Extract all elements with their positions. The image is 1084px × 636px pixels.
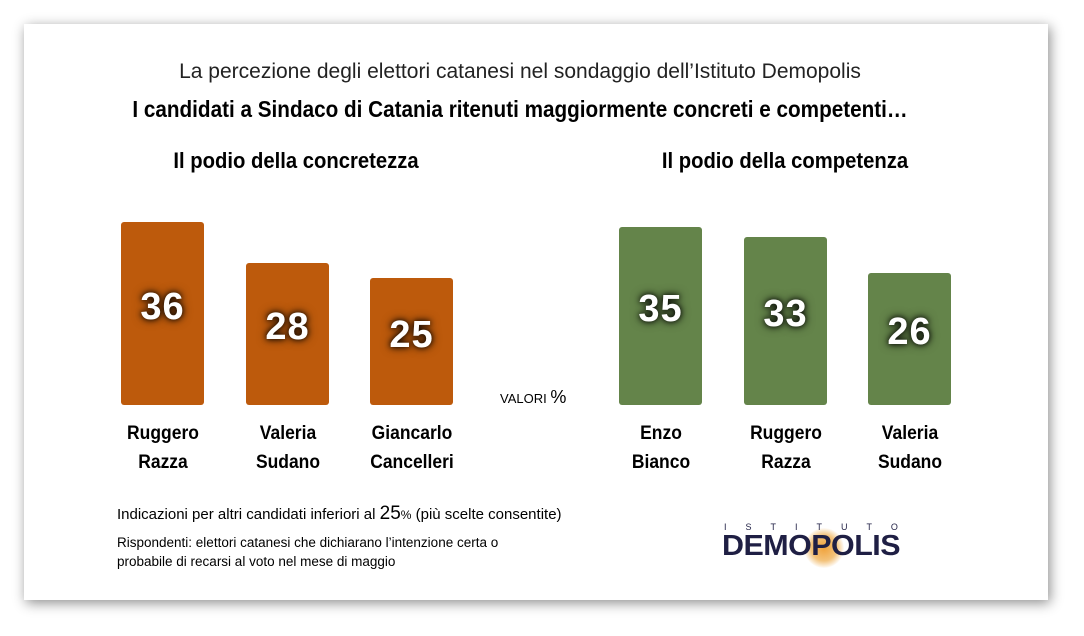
respondents-note: Rispondenti: elettori catanesi che dichi… bbox=[117, 535, 499, 569]
bar bbox=[370, 278, 453, 405]
category-label: Valeria Sudano bbox=[255, 423, 320, 473]
note-other-candidates: Indicazioni per altri candidati inferior… bbox=[117, 503, 562, 525]
category-label: Ruggero Razza bbox=[126, 423, 199, 473]
bar bbox=[246, 262, 329, 405]
bar-value-label: 33 bbox=[763, 293, 808, 336]
note-prefix: Indicazioni per altri candidati inferior… bbox=[117, 506, 380, 523]
demopolis-logo: ISTITUTO DEMOPOLIS bbox=[722, 522, 948, 568]
category-label: Ruggero Razza bbox=[749, 423, 822, 473]
bar bbox=[619, 227, 702, 405]
logo-main-text: DEMOPOLIS bbox=[722, 530, 901, 562]
chart-title-competenza: Il podio della competenza bbox=[661, 148, 909, 173]
bar bbox=[868, 272, 951, 405]
note-suffix: (più scelte consentite) bbox=[411, 506, 562, 523]
unit-symbol: % bbox=[550, 387, 567, 407]
bar-value-label: 28 bbox=[265, 305, 310, 348]
bar-value-label: 26 bbox=[887, 310, 932, 353]
category-label: Enzo Bianco bbox=[631, 423, 690, 473]
unit-label: VALORI % bbox=[500, 387, 566, 408]
bar-value-label: 36 bbox=[140, 285, 185, 328]
logo-glow bbox=[804, 528, 844, 568]
bar bbox=[744, 237, 827, 405]
subtitle: La percezione degli elettori catanesi ne… bbox=[179, 60, 861, 83]
category-label: Valeria Sudano bbox=[877, 423, 942, 473]
chart-title-concretezza: Il podio della concretezza bbox=[173, 148, 419, 173]
bar-value-label: 35 bbox=[638, 288, 683, 331]
unit-text: VALORI bbox=[500, 391, 547, 406]
bar bbox=[121, 222, 204, 405]
title: I candidati a Sindaco di Catania ritenut… bbox=[132, 96, 908, 122]
note-value: 25 bbox=[379, 503, 401, 524]
note-pct: % bbox=[400, 508, 412, 522]
logo-top-text: ISTITUTO bbox=[724, 522, 917, 532]
category-label: Giancarlo Cancelleri bbox=[369, 423, 454, 473]
bar-value-label: 25 bbox=[389, 313, 434, 356]
